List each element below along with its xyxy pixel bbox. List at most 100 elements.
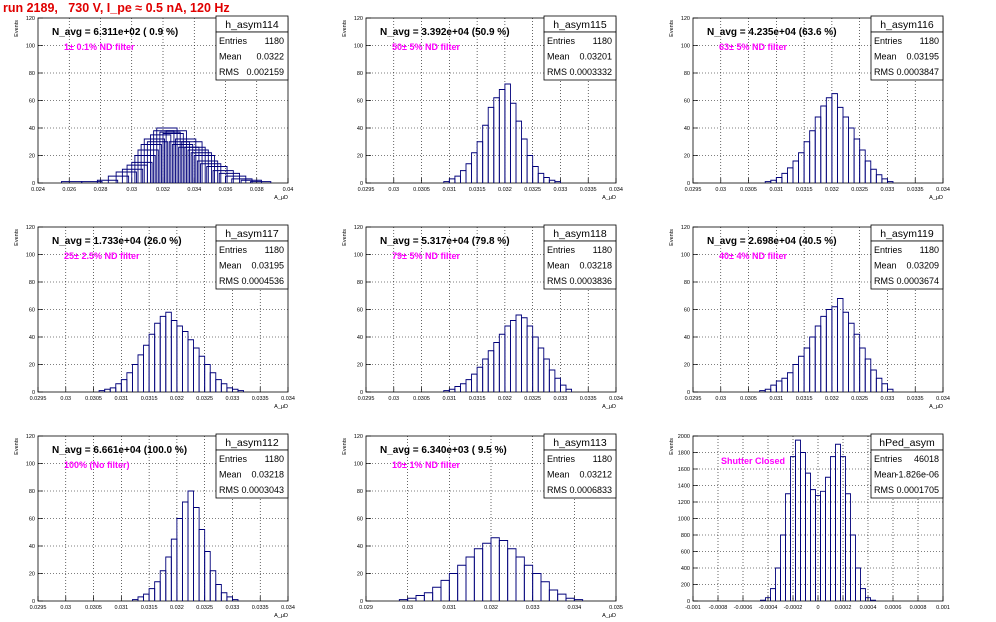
histogram-bin bbox=[504, 83, 511, 183]
annotation-label: 1± 0.1% ND filter bbox=[64, 42, 135, 52]
histogram-bin bbox=[515, 314, 523, 392]
histogram-bin bbox=[825, 97, 833, 183]
x-axis-label: A_μD bbox=[274, 195, 288, 201]
histogram-name: h_asym115 bbox=[553, 19, 607, 31]
y-tick-label: 40 bbox=[357, 335, 363, 341]
histogram-bin bbox=[490, 537, 500, 601]
histogram-bin bbox=[148, 588, 156, 601]
x-axis-label: A_μD bbox=[274, 613, 288, 619]
histogram-panel-h_asym117: 0.0295 0.03 0.0305 0.031 0.0315 0.032 0.0325 0.… bbox=[14, 224, 295, 410]
x-tick-label: 0.0325 bbox=[524, 396, 541, 402]
x-axis-label: A_μD bbox=[274, 404, 288, 410]
y-axis-label: Events bbox=[14, 20, 20, 37]
y-tick-label: 100 bbox=[354, 462, 363, 468]
histogram-name: h_asym114 bbox=[225, 19, 279, 31]
histogram-bin bbox=[206, 166, 228, 183]
histogram-panel-h_asym112: 0.0295 0.03 0.0305 0.031 0.0315 0.032 0.0325 0.… bbox=[14, 433, 295, 619]
histogram-bin bbox=[786, 167, 794, 183]
histogram-bin bbox=[196, 160, 219, 183]
y-tick-label: 1000 bbox=[678, 517, 690, 523]
histogram-bin bbox=[170, 320, 178, 392]
histogram-bin bbox=[226, 596, 233, 601]
x-tick-label: 0.035 bbox=[609, 605, 623, 611]
histogram-bin bbox=[107, 175, 130, 183]
y-tick-label: 0 bbox=[360, 390, 363, 396]
x-tick-label: 0.0008 bbox=[910, 605, 927, 611]
x-tick-label: 0.0315 bbox=[469, 187, 486, 193]
y-tick-label: 100 bbox=[681, 253, 690, 259]
stats-value: 0.0004536 bbox=[241, 276, 284, 286]
histogram-bin bbox=[482, 542, 492, 601]
x-tick-label: 0.0335 bbox=[252, 605, 269, 611]
y-tick-label: 100 bbox=[26, 44, 35, 50]
y-axis-label: Events bbox=[669, 438, 675, 455]
histogram-bin bbox=[415, 595, 425, 601]
stats-label: RMS bbox=[219, 276, 239, 286]
histogram-bin bbox=[557, 593, 567, 601]
histogram-bin bbox=[515, 120, 523, 183]
histogram-bin bbox=[842, 116, 850, 183]
histogram-bin bbox=[537, 347, 545, 392]
y-tick-label: 0 bbox=[687, 599, 690, 605]
annotation-label: 63± 5% ND filter bbox=[719, 42, 787, 52]
y-axis-label: Events bbox=[14, 229, 20, 246]
histogram-bin bbox=[859, 347, 866, 392]
x-tick-label: 0.032 bbox=[484, 605, 498, 611]
x-tick-label: 0.032 bbox=[498, 187, 512, 193]
histogram-bin bbox=[498, 540, 509, 601]
histogram-bin bbox=[454, 175, 461, 183]
x-tick-label: 0.028 bbox=[94, 187, 108, 193]
x-tick-label: 0.0002 bbox=[835, 605, 852, 611]
histogram-bin bbox=[134, 155, 156, 183]
x-tick-label: 0.0315 bbox=[469, 396, 486, 402]
histogram-bin bbox=[865, 597, 871, 601]
n-avg-label: N_avg = 6.661e+04 (100.0 %) bbox=[52, 445, 187, 456]
histogram-bin bbox=[775, 380, 783, 392]
y-tick-label: 60 bbox=[357, 517, 363, 523]
histogram-bin bbox=[870, 369, 877, 392]
x-tick-label: 0.03 bbox=[388, 396, 399, 402]
histogram-bin bbox=[881, 178, 888, 183]
histogram-bin bbox=[842, 311, 850, 392]
x-tick-label: 0.0305 bbox=[85, 605, 102, 611]
x-tick-label: 0.0295 bbox=[685, 187, 702, 193]
x-tick-label: 0.0295 bbox=[358, 187, 375, 193]
x-tick-label: 0.0315 bbox=[796, 396, 813, 402]
x-tick-label: 0.033 bbox=[554, 396, 568, 402]
histogram-bin bbox=[193, 155, 216, 183]
histogram-bin bbox=[795, 439, 801, 601]
x-tick-label: 0.036 bbox=[219, 187, 233, 193]
histogram-bin bbox=[104, 388, 111, 392]
annotation-label: 50± 5% ND filter bbox=[392, 42, 460, 52]
y-tick-label: 1200 bbox=[678, 500, 690, 506]
histogram-name: h_asym116 bbox=[880, 19, 934, 31]
histogram-bin bbox=[215, 379, 222, 392]
histogram-bin bbox=[226, 387, 233, 392]
x-axis-label: A_μD bbox=[929, 195, 943, 201]
x-axis-label: A_μD bbox=[602, 613, 616, 619]
histogram-bin bbox=[548, 369, 556, 392]
y-tick-label: 40 bbox=[29, 544, 35, 550]
histogram-bin bbox=[181, 331, 189, 392]
y-tick-label: 400 bbox=[681, 566, 690, 572]
x-axis-label: A_μD bbox=[929, 404, 943, 410]
stats-label: Entries bbox=[874, 454, 903, 464]
x-tick-label: 0.0325 bbox=[851, 187, 868, 193]
y-tick-label: 40 bbox=[29, 126, 35, 132]
histogram-panel-h_asym116: 0.0295 0.03 0.0305 0.031 0.0315 0.032 0.0325 0.… bbox=[669, 15, 950, 201]
x-tick-label: 0.0305 bbox=[740, 396, 757, 402]
histogram-bin bbox=[548, 589, 559, 601]
histogram-bin bbox=[515, 556, 525, 601]
histogram-bin bbox=[875, 377, 883, 392]
stats-value: 0.0003836 bbox=[569, 276, 612, 286]
x-tick-label: 0.032 bbox=[498, 396, 512, 402]
histogram-bin bbox=[156, 127, 178, 183]
y-tick-label: 80 bbox=[357, 280, 363, 286]
histogram-bin bbox=[835, 443, 841, 601]
histogram-bin bbox=[190, 152, 212, 183]
x-tick-label: 0.0335 bbox=[252, 396, 269, 402]
x-tick-label: 0.03 bbox=[402, 605, 413, 611]
n-avg-label: N_avg = 4.235e+04 (63.6 %) bbox=[707, 27, 837, 38]
stats-value: 0.03218 bbox=[251, 470, 284, 480]
stats-label: RMS bbox=[874, 276, 894, 286]
